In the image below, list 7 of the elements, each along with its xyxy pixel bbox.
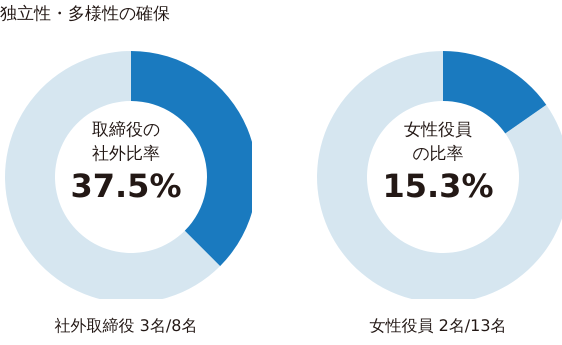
text: 取締役の社外比率: [91, 119, 161, 166]
text: 37.5%: [69, 166, 182, 206]
text: 社外取締役 3名/8名: [54, 316, 198, 337]
text: 15.3%: [381, 166, 494, 206]
chart-title: 独立性・多様性の確保: [0, 3, 170, 25]
text: 女性役員の比率: [403, 119, 473, 166]
text: 女性役員 2名/13名: [368, 316, 508, 337]
